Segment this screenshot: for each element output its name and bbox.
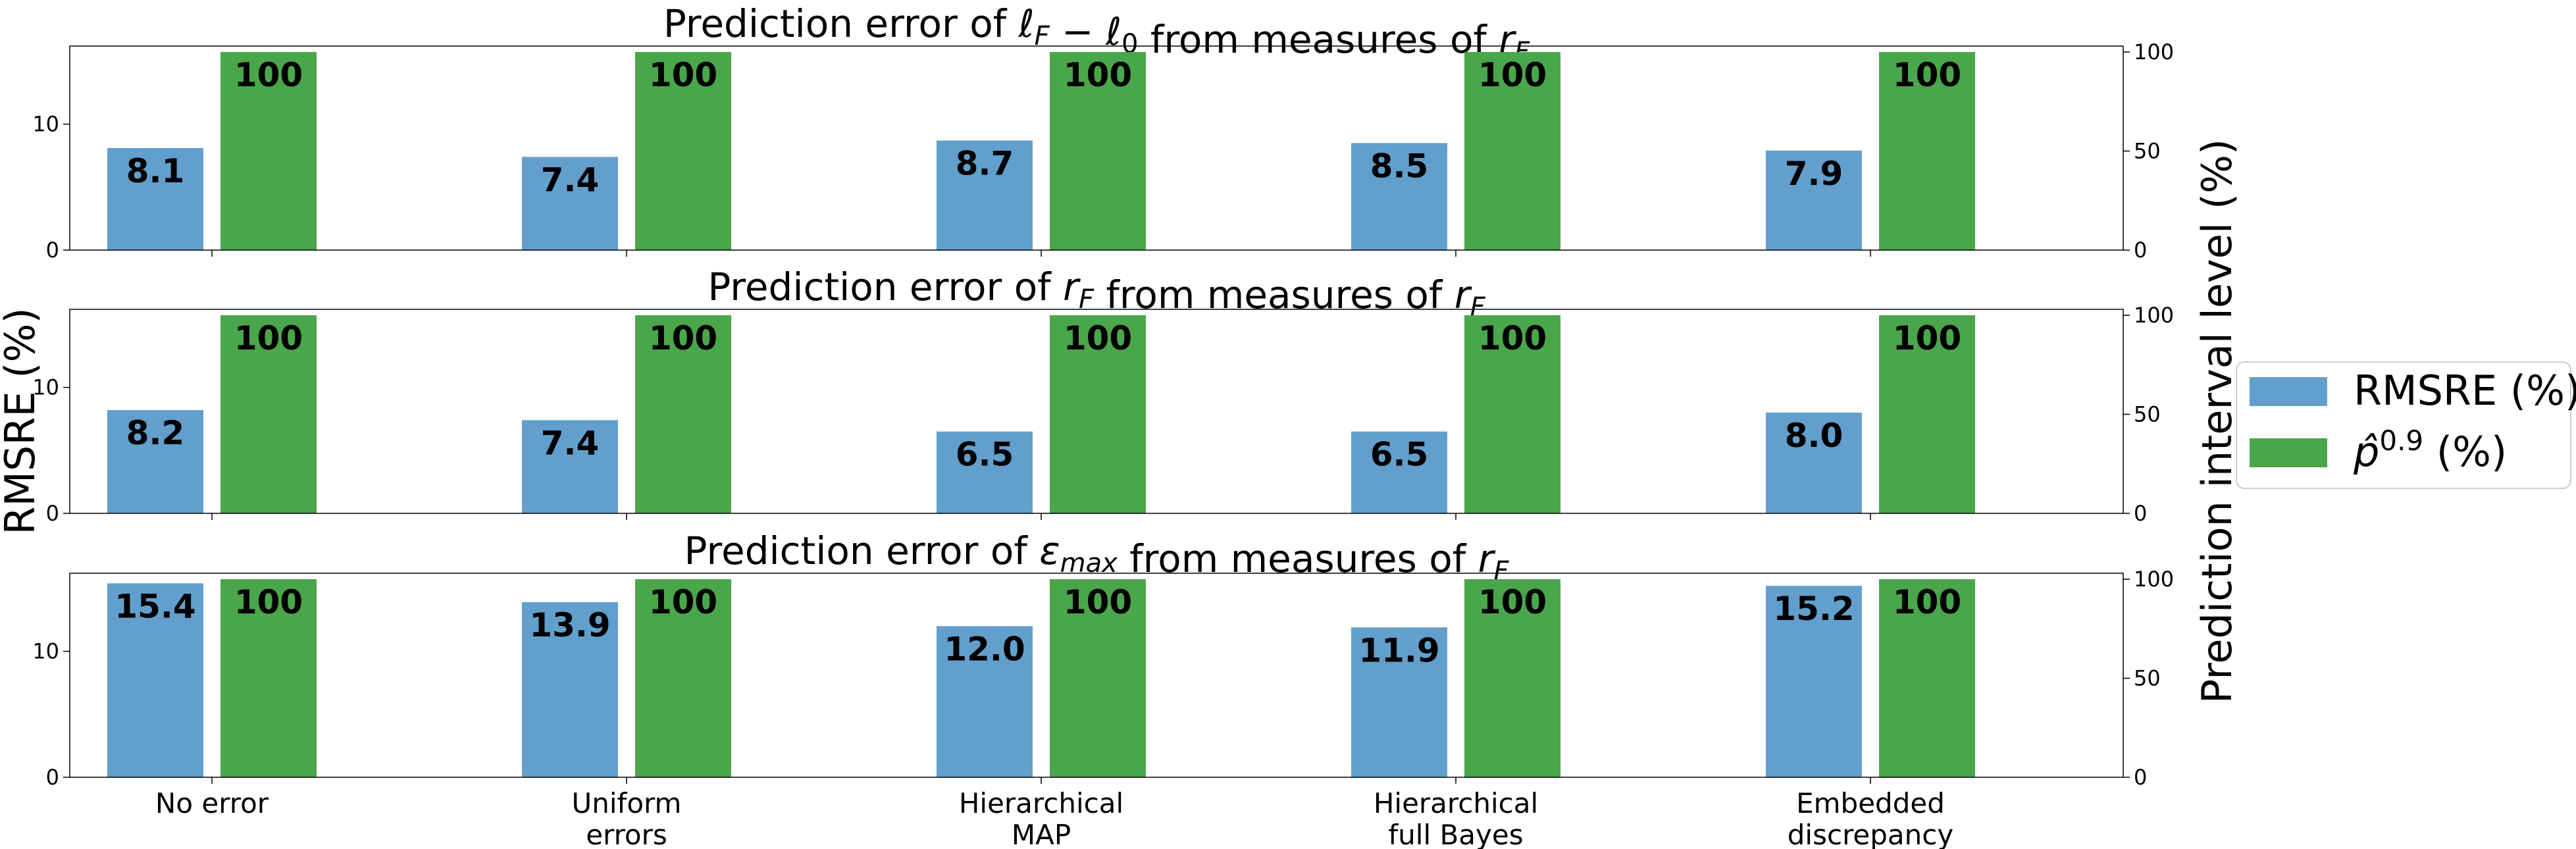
- chart-panel: Prediction error of rF from measures of …: [32, 265, 2174, 526]
- y-tick-label-left: 0: [46, 765, 59, 790]
- y-tick-label-left: 10: [32, 639, 59, 664]
- x-tick-label: Hierarchical MAP: [959, 787, 1123, 849]
- data-label: 100: [1893, 319, 1961, 357]
- data-label: 15.4: [115, 587, 195, 625]
- bar-interval-level: [1879, 579, 1975, 777]
- data-label: 100: [1064, 319, 1132, 357]
- data-label: 100: [234, 583, 303, 621]
- data-label: 100: [1064, 583, 1132, 621]
- chart-panel: Prediction error of εmax from measures o…: [32, 528, 2174, 790]
- data-label: 15.2: [1773, 590, 1854, 628]
- data-label: 100: [234, 56, 303, 94]
- legend-label: p̂0.9 (%): [2353, 424, 2507, 476]
- data-label: 13.9: [529, 606, 610, 644]
- legend-label: RMSRE (%): [2354, 367, 2576, 415]
- y-tick-label-left: 0: [46, 238, 59, 263]
- axes-frame: [69, 309, 2124, 514]
- bar-rmsre: [1766, 150, 1862, 250]
- data-label: 7.9: [1785, 155, 1843, 193]
- bar-interval-level: [1464, 52, 1560, 251]
- y-axis-label-left: RMSRE (%): [0, 307, 44, 534]
- bar-interval-level: [635, 315, 731, 513]
- data-label: 100: [649, 583, 717, 621]
- bar-rmsre: [937, 431, 1033, 513]
- panel-title: Prediction error of εmax from measures o…: [684, 528, 1510, 586]
- chart-panel: Prediction error of ℓF − ℓ0 from measure…: [32, 1, 2174, 263]
- bar-interval-level: [1050, 315, 1146, 513]
- data-label: 100: [1478, 319, 1547, 357]
- y-tick-label-right: 0: [2134, 501, 2147, 526]
- data-label: 8.1: [126, 152, 185, 190]
- bar-rmsre: [522, 157, 618, 250]
- bar-rmsre: [1766, 412, 1862, 513]
- y-tick-label-right: 50: [2134, 139, 2161, 164]
- data-label: 100: [1064, 56, 1132, 94]
- bar-interval-level: [1050, 579, 1146, 777]
- data-label: 11.9: [1358, 631, 1439, 669]
- y-tick-label-right: 100: [2134, 567, 2174, 592]
- data-label: 100: [1893, 583, 1961, 621]
- axes-frame: [69, 45, 2124, 251]
- data-label: 100: [649, 56, 717, 94]
- bar-interval-level: [220, 579, 317, 777]
- legend: RMSRE (%) p̂0.9 (%): [2236, 361, 2576, 489]
- y-tick-label-right: 50: [2134, 402, 2161, 427]
- y-tick-label-right: 50: [2134, 666, 2161, 691]
- chart-panels: Prediction error of ℓF − ℓ0 from measure…: [32, 1, 2174, 849]
- legend-swatch: [2250, 377, 2327, 406]
- data-label: 7.4: [541, 424, 600, 462]
- bar-rmsre: [937, 626, 1033, 777]
- y-tick-label-left: 10: [32, 112, 59, 137]
- data-label: 100: [649, 319, 717, 357]
- bar-interval-level: [1464, 579, 1560, 777]
- data-label: 6.5: [956, 436, 1014, 474]
- y-axis-label-right: Prediction interval level (%): [2193, 139, 2241, 704]
- data-label: 100: [234, 319, 303, 357]
- data-label: 100: [1893, 56, 1961, 94]
- bar-interval-level: [220, 52, 317, 251]
- bar-rmsre: [937, 140, 1033, 250]
- data-label: 8.2: [126, 414, 185, 452]
- y-tick-label-right: 100: [2134, 303, 2174, 328]
- y-tick-label-left: 10: [32, 375, 59, 400]
- bar-rmsre: [1351, 143, 1447, 250]
- bar-rmsre: [522, 420, 618, 513]
- y-tick-label-right: 0: [2134, 765, 2147, 790]
- bar-interval-level: [1879, 315, 1975, 513]
- bar-rmsre: [1351, 627, 1447, 777]
- data-label: 8.0: [1785, 417, 1843, 455]
- bar-rmsre: [1766, 586, 1862, 777]
- bar-interval-level: [635, 579, 731, 777]
- data-label: 12.0: [944, 630, 1025, 668]
- bar-rmsre: [1351, 431, 1447, 513]
- bar-interval-level: [635, 52, 731, 251]
- x-tick-label: No error: [155, 787, 269, 819]
- axes-frame: [69, 573, 2124, 778]
- y-tick-label-right: 100: [2134, 39, 2174, 64]
- bar-interval-level: [1879, 52, 1975, 251]
- data-label: 100: [1478, 583, 1547, 621]
- data-label: 8.7: [956, 145, 1014, 183]
- x-tick-label: Hierarchical full Bayes: [1374, 787, 1538, 849]
- bar-rmsre: [107, 583, 203, 777]
- data-label: 8.5: [1370, 147, 1429, 185]
- bar-interval-level: [1050, 52, 1146, 251]
- bar-interval-level: [220, 315, 317, 513]
- bar-rmsre: [107, 410, 203, 513]
- panel-title: Prediction error of rF from measures of …: [708, 265, 1485, 322]
- x-tick-label: Embedded discrepancy: [1788, 787, 1953, 849]
- bar-interval-level: [1464, 315, 1560, 513]
- y-tick-label-right: 0: [2134, 238, 2147, 263]
- y-tick-label-left: 0: [46, 501, 59, 526]
- legend-swatch: [2250, 438, 2327, 467]
- bar-rmsre: [107, 148, 203, 250]
- data-label: 100: [1478, 56, 1547, 94]
- data-label: 7.4: [541, 161, 600, 199]
- x-tick-label: Uniform errors: [572, 787, 682, 849]
- bar-rmsre: [522, 602, 618, 777]
- data-label: 6.5: [1370, 436, 1429, 474]
